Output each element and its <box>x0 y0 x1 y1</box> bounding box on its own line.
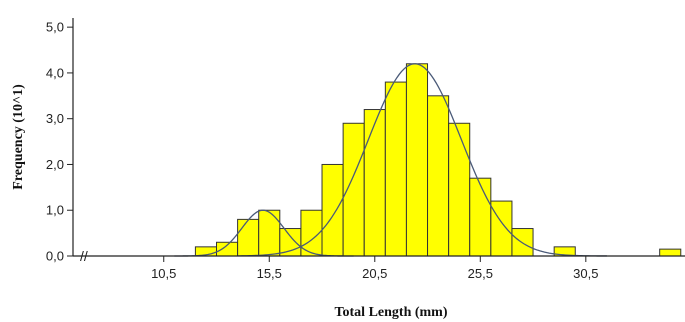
y-tick-label: 5,0 <box>46 20 64 35</box>
histogram-bar <box>427 95 450 257</box>
x-tick-label: 15,5 <box>257 266 282 281</box>
histogram-bar <box>237 218 260 257</box>
fitted-curve-1 <box>174 209 354 257</box>
histogram-bar <box>258 209 281 257</box>
histogram-bar <box>279 228 302 257</box>
x-tick-label: 30,5 <box>573 266 598 281</box>
histogram-bar <box>469 177 492 257</box>
histogram-bar <box>405 63 429 257</box>
x-axis-title: Total Length (mm) <box>334 305 447 320</box>
y-tick-label: 3,0 <box>46 111 64 126</box>
histogram-bar <box>384 81 407 257</box>
axis-break-mark: // <box>80 248 88 264</box>
fitted-curve-2 <box>237 63 607 257</box>
histogram-bar <box>342 122 365 257</box>
x-tick-label: 20,5 <box>362 266 387 281</box>
x-tick-label: 10,5 <box>151 266 176 281</box>
fitted-curves <box>174 63 607 257</box>
histogram-bar <box>659 248 682 257</box>
axes <box>72 18 685 257</box>
x-axis-ticks: 10,5 15,5 20,5 25,5 30,5 <box>151 256 598 281</box>
histogram-bar <box>490 200 513 257</box>
y-axis-title: Frequency (10^1) <box>11 84 26 190</box>
y-tick-label: 2,0 <box>46 157 64 172</box>
y-tick-label: 1,0 <box>46 203 64 218</box>
y-tick-label: 0,0 <box>46 249 64 264</box>
histogram-bar <box>216 241 239 257</box>
histogram-bar <box>448 122 471 257</box>
histogram-bar <box>321 163 344 257</box>
x-tick-label: 25,5 <box>468 266 493 281</box>
y-tick-label: 4,0 <box>46 65 64 80</box>
histogram-bars <box>194 63 682 257</box>
y-axis-ticks: 0,0 1,0 2,0 3,0 4,0 5,0 <box>46 20 73 264</box>
histogram-bar <box>363 109 386 257</box>
